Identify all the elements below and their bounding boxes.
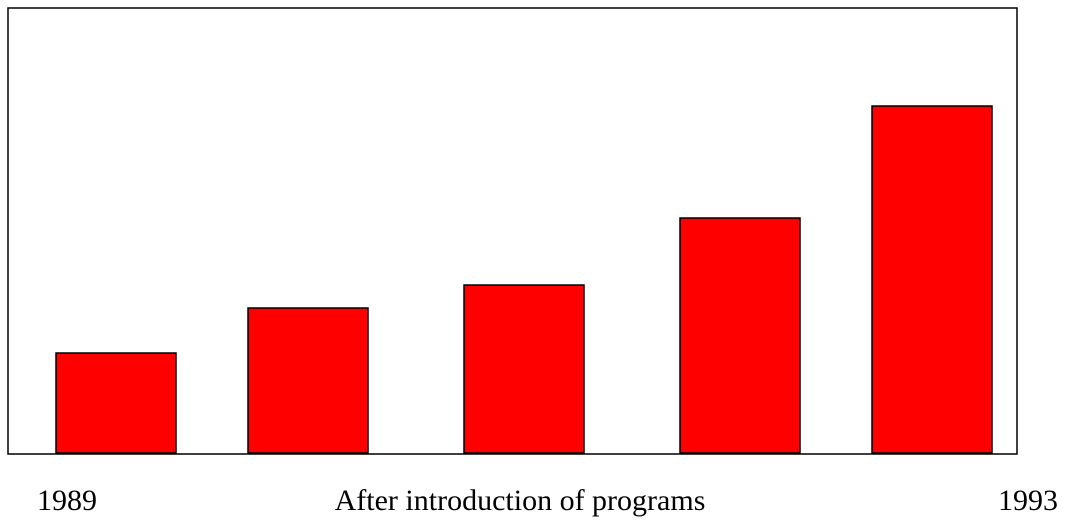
bar-4 bbox=[679, 217, 801, 454]
x-axis-label: After introduction of programs bbox=[335, 484, 706, 517]
x-tick-label-first: 1989 bbox=[37, 484, 97, 517]
bar-2 bbox=[247, 307, 369, 454]
bar-5 bbox=[871, 105, 993, 454]
bar-1 bbox=[55, 352, 177, 454]
x-tick-label-last: 1993 bbox=[998, 484, 1058, 517]
bar-3 bbox=[463, 284, 585, 454]
bars-group bbox=[55, 105, 993, 454]
